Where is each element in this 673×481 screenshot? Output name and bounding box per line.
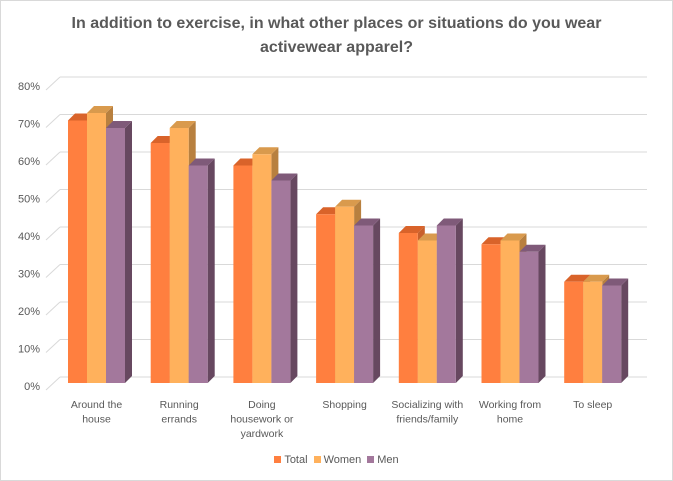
bar-women [500, 240, 520, 383]
bar-side [455, 218, 463, 383]
x-tick-label: Shopping [322, 399, 367, 411]
gridline-diagonal [45, 339, 61, 353]
bar-side [207, 158, 215, 383]
x-tick-label-line: home [497, 414, 523, 426]
gridline-diagonal [45, 189, 61, 203]
gridline-diagonal [45, 264, 61, 278]
legend-label: Men [377, 454, 399, 466]
y-tick-label: 60% [18, 156, 40, 168]
bar-women [417, 240, 437, 383]
legend-item-women: Women [313, 454, 362, 466]
y-tick-label: 0% [24, 381, 40, 393]
bar-men [188, 165, 208, 383]
legend-swatch [313, 456, 321, 463]
y-tick-label: 40% [18, 231, 40, 243]
legend-item-men: Men [367, 454, 399, 466]
bar-men [519, 251, 539, 383]
bar-total [233, 165, 253, 383]
y-tick-label: 20% [18, 306, 40, 318]
bar-men [106, 128, 125, 383]
bar-men [602, 285, 622, 383]
bar-side [290, 173, 298, 383]
x-tick-label-line: housework or [230, 414, 294, 426]
legend-label: Total [284, 454, 308, 466]
y-tick-label: 50% [18, 194, 40, 206]
bar-top [106, 121, 132, 128]
x-tick-label-line: Around the [71, 399, 123, 411]
gridline-diagonal [45, 114, 61, 128]
gridline-diagonal [45, 76, 61, 91]
bar-top [500, 233, 527, 241]
bar-top [398, 226, 425, 233]
y-tick-label: 10% [18, 344, 40, 356]
gridline-diagonal [45, 151, 61, 166]
x-tick-label-line: To sleep [573, 399, 612, 411]
bar-top [583, 274, 610, 282]
gridline-diagonal [45, 376, 61, 391]
y-tick-label: 80% [18, 81, 40, 93]
bar-side [621, 278, 629, 383]
x-tick-label: Working from home [479, 399, 541, 426]
x-tick-label-line: yardwork [241, 428, 284, 440]
bar-top [602, 278, 629, 286]
bar-men [354, 225, 374, 383]
bar-men [436, 225, 456, 383]
bar-top [87, 106, 113, 113]
legend-label: Women [323, 454, 362, 466]
bar-side [373, 218, 381, 383]
legend-swatch [367, 456, 375, 463]
x-tick-label-line: Socializing with [391, 399, 463, 411]
bar-women [87, 113, 106, 383]
gridline-diagonal [45, 301, 61, 316]
chart-title: In addition to exercise, in what other p… [71, 15, 602, 56]
bar-side [125, 121, 132, 383]
bar-total [150, 143, 170, 383]
x-tick-label-line: Running [160, 399, 199, 411]
bar-top [564, 274, 591, 282]
bar-total [68, 120, 87, 383]
bar-total [398, 233, 418, 383]
bar-top [354, 218, 381, 226]
x-tick-label-line: house [82, 414, 111, 426]
x-tick-label-line: Doing [248, 399, 276, 411]
bar-top [519, 244, 546, 252]
bar-women [252, 154, 272, 383]
x-tick-label: Socializing with friends/family [391, 399, 463, 426]
legend-item-total: Total [274, 454, 308, 466]
bar-women [583, 281, 603, 383]
x-tick-label-line: errands [161, 414, 197, 426]
bar-total [564, 281, 584, 383]
bar-total [481, 244, 501, 383]
x-tick-label: Around the house [71, 399, 123, 426]
bar-total [316, 214, 336, 383]
bar-top [252, 147, 279, 155]
x-tick-label: Running errands [160, 399, 199, 426]
legend-swatch [274, 456, 282, 463]
x-tick-label-line: friends/family [396, 414, 459, 426]
bar-side [538, 244, 546, 383]
y-tick-label: 30% [18, 269, 40, 281]
bar-top [169, 121, 196, 128]
bar-top [436, 218, 463, 226]
chart-legend: Total Women Men [0, 454, 673, 466]
bar-women [335, 206, 355, 383]
bar-men [271, 180, 291, 383]
y-tick-label: 70% [18, 119, 40, 131]
bar-top [188, 158, 215, 166]
x-tick-label-line: Working from [479, 399, 541, 411]
x-tick-label-line: Shopping [322, 399, 367, 411]
gridline-diagonal [45, 226, 61, 241]
bar-women [169, 128, 189, 383]
bar-top [335, 199, 362, 207]
x-tick-label: To sleep [573, 399, 612, 411]
x-tick-label: Doing housework or yardwork [230, 399, 294, 440]
bar-top [271, 173, 298, 181]
